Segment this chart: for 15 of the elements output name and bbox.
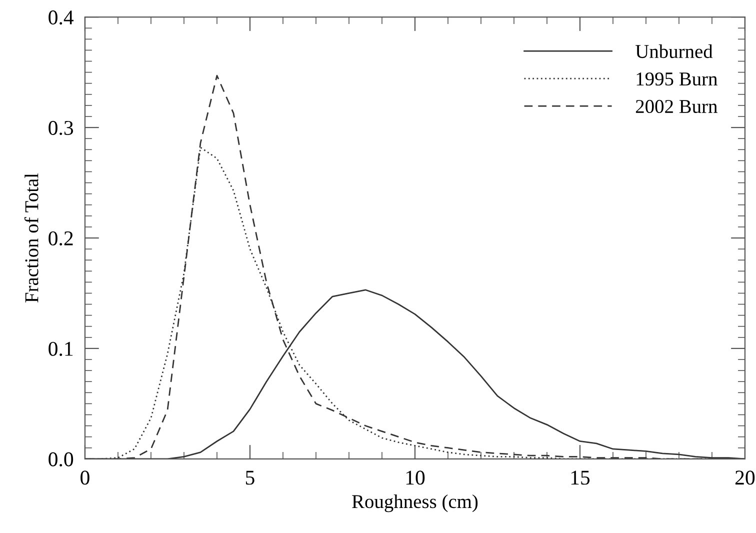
x-tick-label: 15 <box>571 470 590 485</box>
y-axis-title: Fraction of Total <box>24 173 38 302</box>
legend-label: 1995 Burn <box>636 72 718 86</box>
y-tick-label: 0.2 <box>48 231 73 246</box>
x-axis-title: Roughness (cm) <box>352 494 478 512</box>
y-tick-label: 0.1 <box>48 342 73 356</box>
y-tick-label: 0.4 <box>48 10 74 25</box>
legend-label: 2002 Burn <box>636 100 718 114</box>
y-tick-label: 0.3 <box>48 120 74 136</box>
x-tick-label: 0 <box>80 470 90 485</box>
x-tick-label: 5 <box>246 470 254 485</box>
x-tick-label: 20 <box>735 470 755 485</box>
x-tick-label: 10 <box>406 470 425 485</box>
y-tick-label: 0.0 <box>48 452 74 466</box>
legend-label: Unburned <box>636 44 713 58</box>
